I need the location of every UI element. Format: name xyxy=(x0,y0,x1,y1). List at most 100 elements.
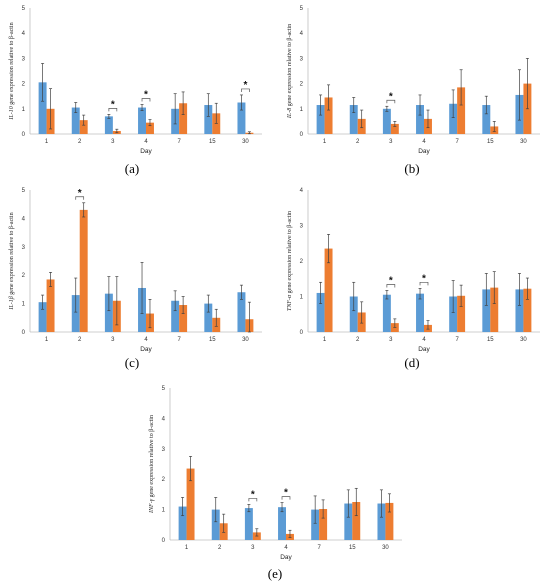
significance-bracket xyxy=(419,281,429,286)
y-tick-label: 2 xyxy=(162,477,166,483)
bar xyxy=(457,87,466,134)
y-axis-title: INF-γ gene expression relative to β-acti… xyxy=(149,415,155,514)
y-tick-label: 0 xyxy=(22,330,26,336)
bar xyxy=(523,288,532,332)
y-tick-label: 5 xyxy=(162,386,166,392)
significance-star: * xyxy=(389,275,393,286)
chart-panel-e: 0 1 2 3 4 5 1 2 3 * 4 * 7 15 30 Day INF-γ gene expressio… xyxy=(140,380,412,578)
bar xyxy=(204,105,213,134)
significance-bracket xyxy=(281,496,291,500)
bar xyxy=(416,293,424,332)
panel-label-d: (d) xyxy=(404,355,420,370)
chart-svg: 0 1 2 3 4 5 1 2 3 * 4 * 7 15 30 Day INF-γ gene expressio… xyxy=(149,386,402,561)
x-tick-label: 15 xyxy=(209,337,216,343)
y-axis-rest: gene expression relative to β-actin xyxy=(9,212,15,296)
y-tick-label: 1 xyxy=(300,107,304,113)
y-tick-label: 3 xyxy=(22,56,26,62)
bar xyxy=(449,296,458,332)
chart-svg: 0 1 2 3 4 5 1 2 * 3 4 7 15 30 Day IL-1β gene expression… xyxy=(9,188,262,353)
x-tick-label: 15 xyxy=(349,545,356,551)
bar xyxy=(38,302,47,332)
y-tick-label: 5 xyxy=(22,188,26,194)
bar xyxy=(237,102,246,134)
x-tick-label: 15 xyxy=(487,337,494,343)
y-axis-rest: gene expression relative to β-actin xyxy=(149,415,155,499)
y-tick-label: 1 xyxy=(22,302,26,308)
bar xyxy=(416,105,424,134)
bar xyxy=(344,503,353,540)
x-tick-label: 2 xyxy=(356,139,360,145)
bar xyxy=(46,279,55,332)
x-tick-label: 15 xyxy=(487,139,494,145)
chart-panel-b: 0 1 2 3 4 5 1 2 3 * 4 7 15 30 Day IL-8 gene expression … xyxy=(278,0,550,172)
x-tick-label: 4 xyxy=(422,139,426,145)
significance-bracket xyxy=(75,196,85,200)
x-tick-label: 3 xyxy=(251,545,255,551)
x-tick-label: 15 xyxy=(209,139,216,145)
x-tick-label: 1 xyxy=(45,139,49,145)
bar xyxy=(349,296,358,332)
chart-svg: 0 1 2 3 4 5 1 2 3 * 4 7 15 30 Day IL-8 gene expression … xyxy=(287,6,540,155)
x-tick-label: 2 xyxy=(218,545,222,551)
panel-label-e: (e) xyxy=(267,566,283,581)
significance-bracket xyxy=(248,498,258,502)
x-axis-title: Day xyxy=(280,554,292,561)
bar xyxy=(204,303,213,332)
x-tick-label: 4 xyxy=(422,337,426,343)
x-tick-label: 2 xyxy=(356,337,360,343)
y-axis-gene: IL-10 xyxy=(9,106,15,120)
x-tick-label: 4 xyxy=(144,337,148,343)
y-tick-label: 0 xyxy=(300,132,304,138)
significance-bracket xyxy=(108,107,118,112)
y-tick-label: 2 xyxy=(300,82,304,88)
x-axis-title: Day xyxy=(418,346,430,353)
x-tick-label: 30 xyxy=(382,545,389,551)
bar xyxy=(146,122,154,134)
x-axis-title: Day xyxy=(418,148,430,155)
y-tick-label: 4 xyxy=(22,216,26,222)
significance-star: * xyxy=(422,273,426,284)
x-tick-label: 7 xyxy=(455,337,459,343)
bar xyxy=(482,289,491,332)
x-tick-label: 3 xyxy=(389,337,393,343)
x-tick-label: 3 xyxy=(111,139,115,145)
bar xyxy=(104,116,113,134)
bar xyxy=(71,107,80,134)
y-axis-gene: TNF-α xyxy=(287,294,293,311)
bar xyxy=(482,105,491,134)
y-axis-rest: gene expression relative to β-actin xyxy=(287,211,293,295)
y-tick-label: 2 xyxy=(300,259,304,265)
y-axis-gene: IL-8 xyxy=(287,108,293,119)
y-tick-label: 0 xyxy=(162,538,166,544)
bar xyxy=(319,508,328,540)
x-tick-label: 7 xyxy=(177,337,181,343)
bar xyxy=(352,502,361,540)
bar xyxy=(316,105,325,134)
chart-panel-c: 0 1 2 3 4 5 1 2 * 3 4 7 15 30 Day IL-1β gene expression… xyxy=(0,182,272,370)
y-tick-label: 3 xyxy=(22,245,26,251)
x-tick-label: 3 xyxy=(389,139,393,145)
y-tick-label: 1 xyxy=(300,295,304,301)
x-tick-label: 30 xyxy=(242,337,249,343)
y-tick-label: 0 xyxy=(300,330,304,336)
bar xyxy=(237,292,246,332)
significance-star: * xyxy=(78,188,82,199)
y-axis-rest: gene expression relative to β-actin xyxy=(9,22,15,106)
bar xyxy=(349,105,358,134)
bar xyxy=(138,107,146,134)
significance-bracket xyxy=(141,98,151,102)
bar xyxy=(171,300,180,332)
bar xyxy=(382,294,391,332)
bar xyxy=(457,295,466,332)
bar xyxy=(179,305,188,332)
y-tick-label: 5 xyxy=(22,6,26,12)
bar xyxy=(490,287,499,332)
y-axis-gene: IL-1β xyxy=(9,296,15,310)
bar xyxy=(515,289,524,332)
x-tick-label: 1 xyxy=(323,337,327,343)
y-tick-label: 2 xyxy=(22,273,26,279)
bar xyxy=(38,82,47,134)
chart-panel-a: 0 1 2 3 4 5 1 2 3 * 4 * 7 15 30 * Day IL-10 gene expressi… xyxy=(0,0,272,172)
significance-star: * xyxy=(144,90,148,101)
y-tick-label: 4 xyxy=(300,31,304,37)
